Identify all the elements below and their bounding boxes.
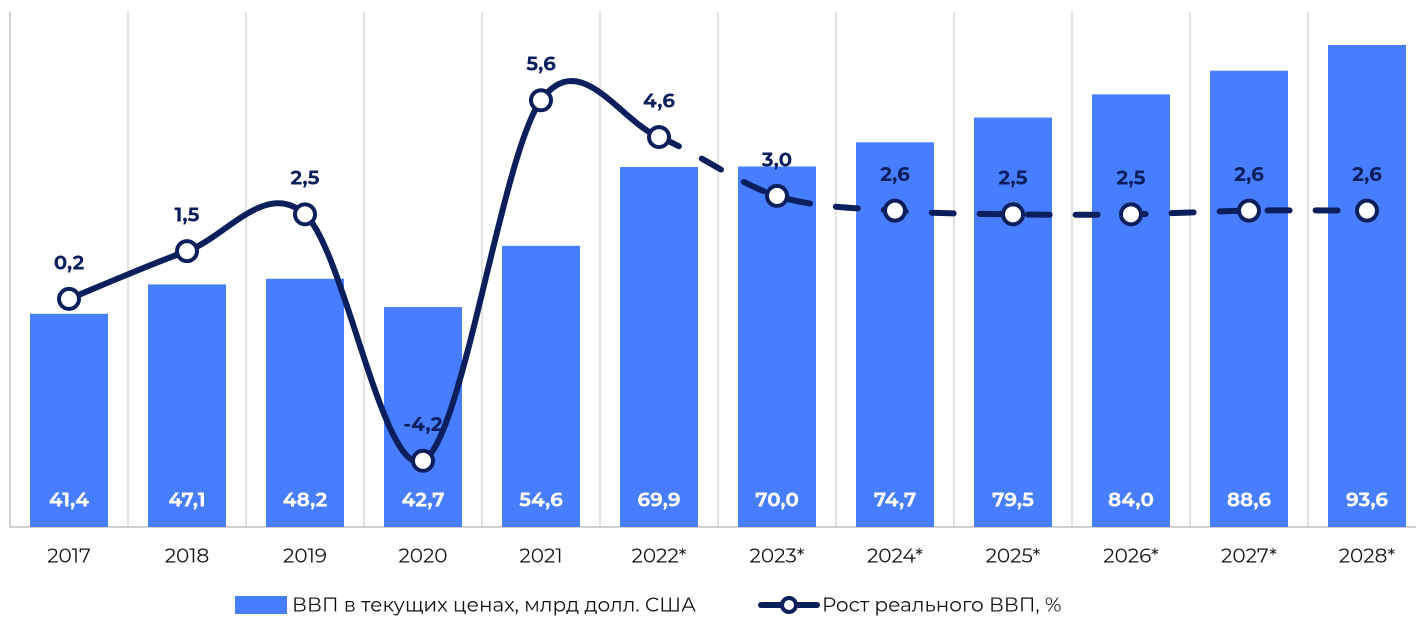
line-point — [647, 125, 671, 150]
x-tick-label: 2024* — [867, 544, 923, 568]
bar — [620, 167, 698, 527]
line-label: 1,5 — [175, 203, 200, 227]
line-point — [411, 448, 435, 473]
legend-label: Рост реального ВВП, % — [822, 593, 1061, 617]
line-label: 2,5 — [1116, 167, 1145, 191]
line-label: 2,6 — [1352, 163, 1382, 187]
bar — [502, 245, 580, 527]
bar-label: 69,9 — [637, 488, 680, 512]
bar-label: 47,1 — [168, 488, 205, 512]
x-tick-label: 2023* — [750, 544, 805, 568]
line-point — [765, 183, 789, 208]
bar — [1328, 44, 1406, 528]
bar — [738, 166, 816, 527]
bar-label: 41,4 — [49, 488, 89, 512]
bar-label: 42,7 — [401, 488, 444, 512]
bar-label: 74,7 — [874, 488, 917, 512]
line-point — [175, 239, 199, 264]
line-label: 2,5 — [998, 167, 1027, 191]
x-tick-label: 2020 — [398, 544, 447, 568]
line-label: 0,2 — [54, 251, 85, 275]
bar-label: 48,2 — [283, 488, 328, 512]
line-point — [57, 286, 81, 311]
bar — [1210, 70, 1288, 528]
bar — [1092, 94, 1170, 528]
bar-label: 54,6 — [519, 488, 563, 512]
bar — [974, 117, 1052, 527]
line-label: 2,6 — [880, 163, 910, 187]
x-tick-label: 2022* — [632, 544, 687, 568]
line-label: 2,5 — [290, 167, 319, 191]
bar — [30, 313, 108, 527]
bar-label: 79,5 — [992, 488, 1034, 512]
line-label: 4,6 — [643, 89, 675, 113]
line-point — [1119, 202, 1143, 227]
line-label: 3,0 — [761, 148, 792, 172]
line-label: 5,6 — [526, 53, 556, 77]
bar — [266, 278, 344, 527]
legend-swatch — [780, 596, 798, 614]
x-tick-label: 2026* — [1103, 544, 1159, 568]
bar-label: 70,0 — [755, 488, 799, 512]
x-tick-label: 2027* — [1221, 544, 1277, 568]
line-label: 2,6 — [1234, 163, 1264, 187]
legend-label: ВВП в текущих ценах, млрд долл. США — [292, 593, 696, 617]
bar-label: 84,0 — [1108, 488, 1154, 512]
line-point — [883, 198, 907, 223]
bar — [148, 284, 226, 527]
legend-swatch — [235, 596, 287, 614]
x-tick-label: 2021 — [519, 544, 562, 568]
x-tick-label: 2017 — [47, 544, 91, 568]
line-point — [529, 88, 553, 113]
x-tick-label: 2018 — [165, 544, 210, 568]
x-tick-label: 2019 — [283, 544, 327, 568]
x-tick-label: 2028* — [1339, 544, 1396, 568]
line-point — [1001, 202, 1025, 227]
line-point — [293, 202, 317, 227]
bar-label: 88,6 — [1227, 488, 1272, 512]
line-point — [1355, 198, 1379, 223]
x-tick-label: 2025* — [986, 544, 1041, 568]
line-label: -4,2 — [403, 413, 442, 437]
line-point — [1237, 198, 1261, 223]
bar-label: 93,6 — [1346, 488, 1388, 512]
